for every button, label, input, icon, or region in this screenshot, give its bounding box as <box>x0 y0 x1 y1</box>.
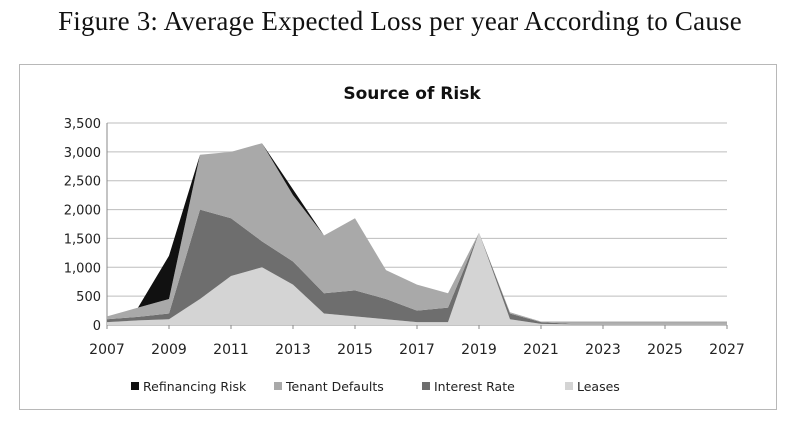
legend-swatch <box>422 382 430 390</box>
legend-swatch <box>565 382 573 390</box>
stacked-area-chart: Source of Risk 0 500 1,000 1,500 2,000 2,500 3,… <box>64 84 745 394</box>
x-tick-label: 2013 <box>275 342 311 358</box>
y-tick-label: 3,500 <box>64 117 101 132</box>
legend-label: Leases <box>577 379 620 394</box>
legend-label: Tenant Defaults <box>285 379 384 394</box>
x-tick-label: 2007 <box>89 342 125 358</box>
series-area-interest-rate <box>107 209 727 325</box>
x-tick-label: 2011 <box>213 342 249 358</box>
figure-title: Figure 3: Average Expected Loss per year… <box>58 6 742 36</box>
chart-frame: Source of Risk 0 500 1,000 1,500 2,000 2,500 3,… <box>19 64 777 410</box>
y-tick-label: 3,000 <box>64 146 101 161</box>
x-tick-label: 2019 <box>461 342 497 358</box>
y-tick-label: 1,000 <box>64 261 101 276</box>
series-area-tenant-defaults <box>107 143 727 324</box>
y-tick-label: 2,500 <box>64 175 101 190</box>
legend-label: Refinancing Risk <box>143 379 247 394</box>
y-tick-label: 1,500 <box>64 232 101 247</box>
series-area-leases <box>107 232 727 325</box>
x-tick-label: 2009 <box>151 342 187 358</box>
x-tick-label: 2027 <box>709 342 745 358</box>
legend-swatch <box>274 382 282 390</box>
y-tick-label: 2,000 <box>64 204 101 219</box>
x-tick-label: 2021 <box>523 342 559 358</box>
legend-label: Interest Rate <box>434 379 515 394</box>
x-tick-label: 2017 <box>399 342 435 358</box>
x-tick-label: 2025 <box>647 342 683 358</box>
x-tick-label: 2023 <box>585 342 621 358</box>
y-tick-label: 500 <box>76 290 101 305</box>
legend-swatch <box>131 382 139 390</box>
y-tick-label: 0 <box>93 319 101 334</box>
chart-title: Source of Risk <box>343 84 481 104</box>
x-tick-label: 2015 <box>337 342 373 358</box>
